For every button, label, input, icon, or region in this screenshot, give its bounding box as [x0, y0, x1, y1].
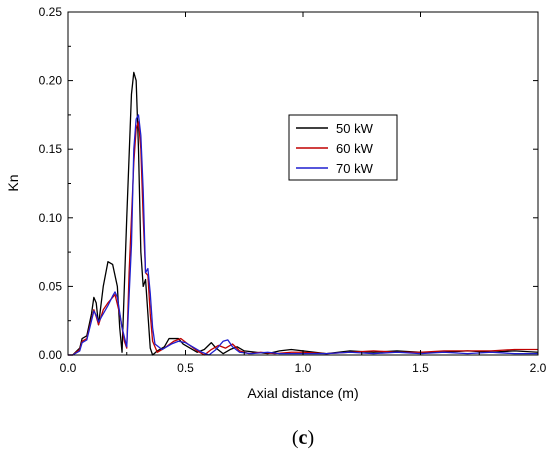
series-line-3: [68, 114, 538, 356]
y-tick-label: 0.15: [39, 142, 63, 156]
panel-label: (c): [292, 427, 314, 449]
x-tick-label: 0.0: [60, 361, 77, 375]
legend-label-3: 70 kW: [336, 161, 374, 176]
x-axis: 0.0 0.5 1.0 1.5 2.0: [60, 12, 547, 375]
legend: 50 kW 60 kW 70 kW: [288, 114, 398, 181]
y-tick-label: 0.20: [39, 74, 63, 88]
y-axis-label: Kn: [5, 174, 21, 191]
legend-label-2: 60 kW: [336, 141, 374, 156]
y-axis: 0.00 0.05 0.10 0.15 0.20 0.25: [39, 5, 538, 362]
y-tick-label: 0.05: [39, 279, 63, 293]
y-tick-label: 0.25: [39, 5, 63, 19]
panel-label-letter: c: [299, 427, 308, 449]
x-tick-label: 1.0: [295, 361, 312, 375]
y-tick-label: 0.00: [39, 348, 63, 362]
panel-label-close: ): [307, 427, 314, 449]
panel-label-open: (: [292, 427, 299, 449]
x-tick-label: 1.5: [412, 361, 429, 375]
legend-label-1: 50 kW: [336, 121, 374, 136]
x-tick-label: 2.0: [530, 361, 547, 375]
series-layer: [68, 71, 539, 356]
y-tick-label: 0.10: [39, 211, 63, 225]
x-tick-label: 0.5: [177, 361, 194, 375]
x-axis-label: Axial distance (m): [247, 385, 358, 401]
